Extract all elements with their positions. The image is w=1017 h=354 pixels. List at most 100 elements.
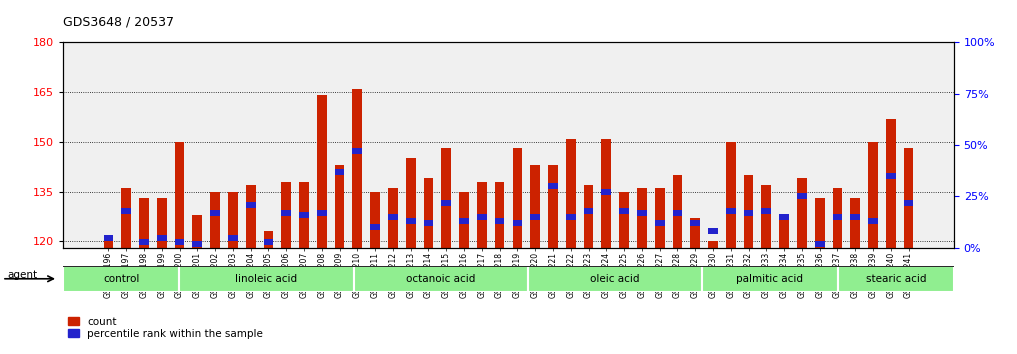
Text: oleic acid: oleic acid	[590, 274, 640, 284]
Bar	[121, 208, 131, 214]
Bar	[601, 189, 611, 195]
Bar	[726, 208, 735, 214]
Bar	[815, 241, 825, 247]
Bar	[637, 188, 647, 248]
Bar	[353, 148, 362, 154]
Bar	[192, 241, 202, 247]
Bar	[282, 182, 291, 248]
Bar	[370, 224, 380, 230]
Bar	[246, 185, 255, 248]
Bar	[354, 266, 528, 292]
Bar	[672, 175, 682, 248]
Bar	[886, 119, 896, 248]
Bar	[904, 148, 913, 248]
Bar	[175, 239, 184, 245]
Bar	[104, 238, 113, 248]
Bar	[370, 192, 380, 248]
Bar	[548, 183, 558, 189]
Bar	[121, 188, 131, 248]
Bar	[601, 138, 611, 248]
Bar	[655, 188, 664, 248]
Bar	[477, 214, 487, 220]
Text: linoleic acid: linoleic acid	[235, 274, 297, 284]
Bar	[691, 218, 700, 248]
Bar	[406, 218, 416, 224]
Bar	[441, 200, 452, 206]
Legend: count, percentile rank within the sample: count, percentile rank within the sample	[68, 317, 262, 339]
Bar	[228, 235, 238, 240]
Bar	[513, 220, 523, 226]
Bar	[157, 198, 167, 248]
Bar	[282, 210, 291, 216]
Bar	[528, 266, 702, 292]
Bar	[211, 210, 220, 216]
Bar	[104, 235, 113, 240]
Bar	[548, 165, 558, 248]
Bar	[299, 182, 309, 248]
Bar	[513, 148, 523, 248]
Bar	[317, 210, 326, 216]
Text: agent: agent	[7, 270, 38, 280]
Bar	[406, 158, 416, 248]
Bar	[672, 210, 682, 216]
Bar	[779, 218, 789, 248]
Bar	[424, 178, 433, 248]
Bar	[838, 266, 954, 292]
Bar	[335, 165, 345, 248]
Bar	[246, 202, 255, 208]
Bar	[441, 148, 452, 248]
Text: control: control	[103, 274, 139, 284]
Bar	[565, 138, 576, 248]
Bar	[424, 220, 433, 226]
Bar	[459, 192, 469, 248]
Bar	[637, 210, 647, 216]
Bar	[779, 214, 789, 220]
Bar	[388, 188, 398, 248]
Bar	[584, 208, 593, 214]
Bar	[459, 218, 469, 224]
Bar	[833, 188, 842, 248]
Bar	[886, 173, 896, 179]
Bar	[762, 208, 771, 214]
Bar	[299, 212, 309, 218]
Bar	[565, 214, 576, 220]
Bar	[477, 182, 487, 248]
Bar	[869, 142, 878, 248]
Bar	[850, 214, 860, 220]
Bar	[335, 169, 345, 175]
Bar	[691, 220, 700, 226]
Bar	[743, 210, 754, 216]
Bar	[388, 214, 398, 220]
Bar	[63, 266, 179, 292]
Bar	[139, 239, 148, 245]
Bar	[530, 165, 540, 248]
Bar	[175, 142, 184, 248]
Bar	[263, 239, 274, 245]
Bar	[619, 192, 629, 248]
Text: GDS3648 / 20537: GDS3648 / 20537	[63, 15, 174, 28]
Bar	[530, 214, 540, 220]
Bar	[850, 198, 860, 248]
Bar	[869, 218, 878, 224]
Text: stearic acid: stearic acid	[865, 274, 926, 284]
Bar	[584, 185, 593, 248]
Bar	[655, 220, 664, 226]
Bar	[797, 178, 806, 248]
Bar	[815, 198, 825, 248]
Bar	[726, 142, 735, 248]
Bar	[192, 215, 202, 248]
Bar	[211, 192, 220, 248]
Bar	[904, 200, 913, 206]
Text: octanoic acid: octanoic acid	[406, 274, 475, 284]
Bar	[317, 96, 326, 248]
Bar	[494, 218, 504, 224]
Bar	[157, 235, 167, 240]
Bar	[228, 192, 238, 248]
Bar	[833, 214, 842, 220]
Text: palmitic acid: palmitic acid	[736, 274, 803, 284]
Bar	[179, 266, 354, 292]
Bar	[708, 228, 718, 234]
Bar	[743, 175, 754, 248]
Bar	[708, 241, 718, 248]
Bar	[263, 231, 274, 248]
